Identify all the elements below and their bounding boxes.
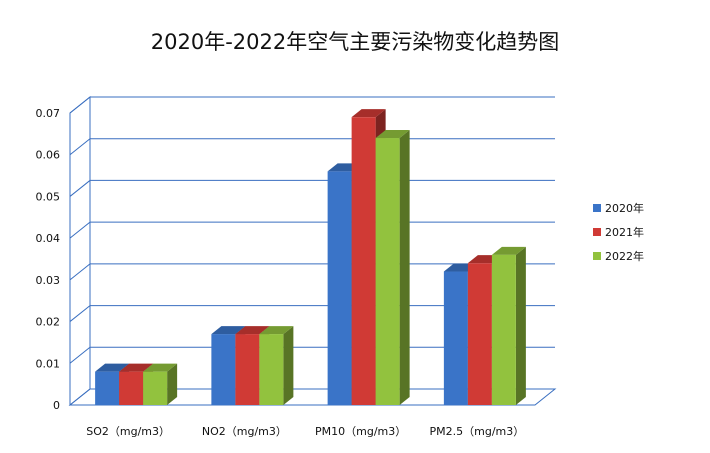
bar-front [119,371,144,405]
legend-label: 2021年 [605,225,644,239]
bar-top [143,363,178,372]
bar-side [515,246,526,405]
bars [95,109,526,406]
legend-swatch [593,252,601,260]
legend-swatch [593,228,601,236]
legend-swatch [593,204,601,212]
bar-front [235,334,260,405]
bar-front [351,117,376,406]
y-tick-label: 0.04 [36,232,61,245]
bar-top [119,363,154,372]
bar-front [491,254,516,405]
bar-side [399,130,410,405]
gridline [69,96,555,114]
y-tick-label: 0.02 [36,316,61,329]
gridline [69,138,555,156]
bar-front [259,334,284,405]
legend-label: 2022年 [605,249,644,263]
bar-front [375,138,400,405]
legend-item: 2020年 [593,201,644,215]
bar-0-1 [119,363,154,405]
bar-top [95,363,130,372]
bar-front [467,263,492,405]
legend-label: 2020年 [605,201,644,215]
x-category-label: PM2.5（mg/m3） [430,425,525,438]
bar-top [351,109,386,118]
y-axis-ticks: 0 0.01 0.02 0.03 0.04 0.05 0.06 0.07 [36,107,61,412]
bar-top [375,130,410,139]
bar-side [283,326,294,405]
bar-top [491,246,526,255]
y-tick-label: 0.07 [36,107,61,120]
bar-side [167,363,178,405]
y-tick-label: 0.01 [36,357,61,370]
x-category-label: SO2（mg/m3） [86,425,170,438]
chart-title: 2020年-2022年空气主要污染物变化趋势图 [150,30,560,54]
y-tick-label: 0.05 [36,190,61,203]
bar-3-2 [491,246,526,405]
bar-1-2 [259,326,294,405]
bar-front [95,371,120,405]
y-tick-label: 0.06 [36,149,61,162]
bar-0-2 [143,363,178,405]
bar-top [235,326,270,335]
x-category-label: PM10（mg/m3） [315,425,406,438]
bar-top [259,326,294,335]
bar-front [327,171,352,405]
bar-front [143,371,168,405]
bar-top [211,326,246,335]
gridline [69,179,555,197]
side-wall [69,95,91,407]
bar-front [211,334,236,405]
legend-item: 2021年 [593,225,644,239]
bar-2-2 [375,130,410,405]
legend: 2020年 2021年 2022年 [593,201,644,263]
y-tick-label: 0.03 [36,274,61,287]
y-tick-label: 0 [53,399,60,412]
x-category-label: NO2（mg/m3） [202,425,287,438]
legend-item: 2022年 [593,249,644,263]
x-axis-categories: SO2（mg/m3） NO2（mg/m3） PM10（mg/m3） PM2.5（mg/… [86,425,524,438]
bar-front [443,271,468,405]
gridline [69,221,555,239]
